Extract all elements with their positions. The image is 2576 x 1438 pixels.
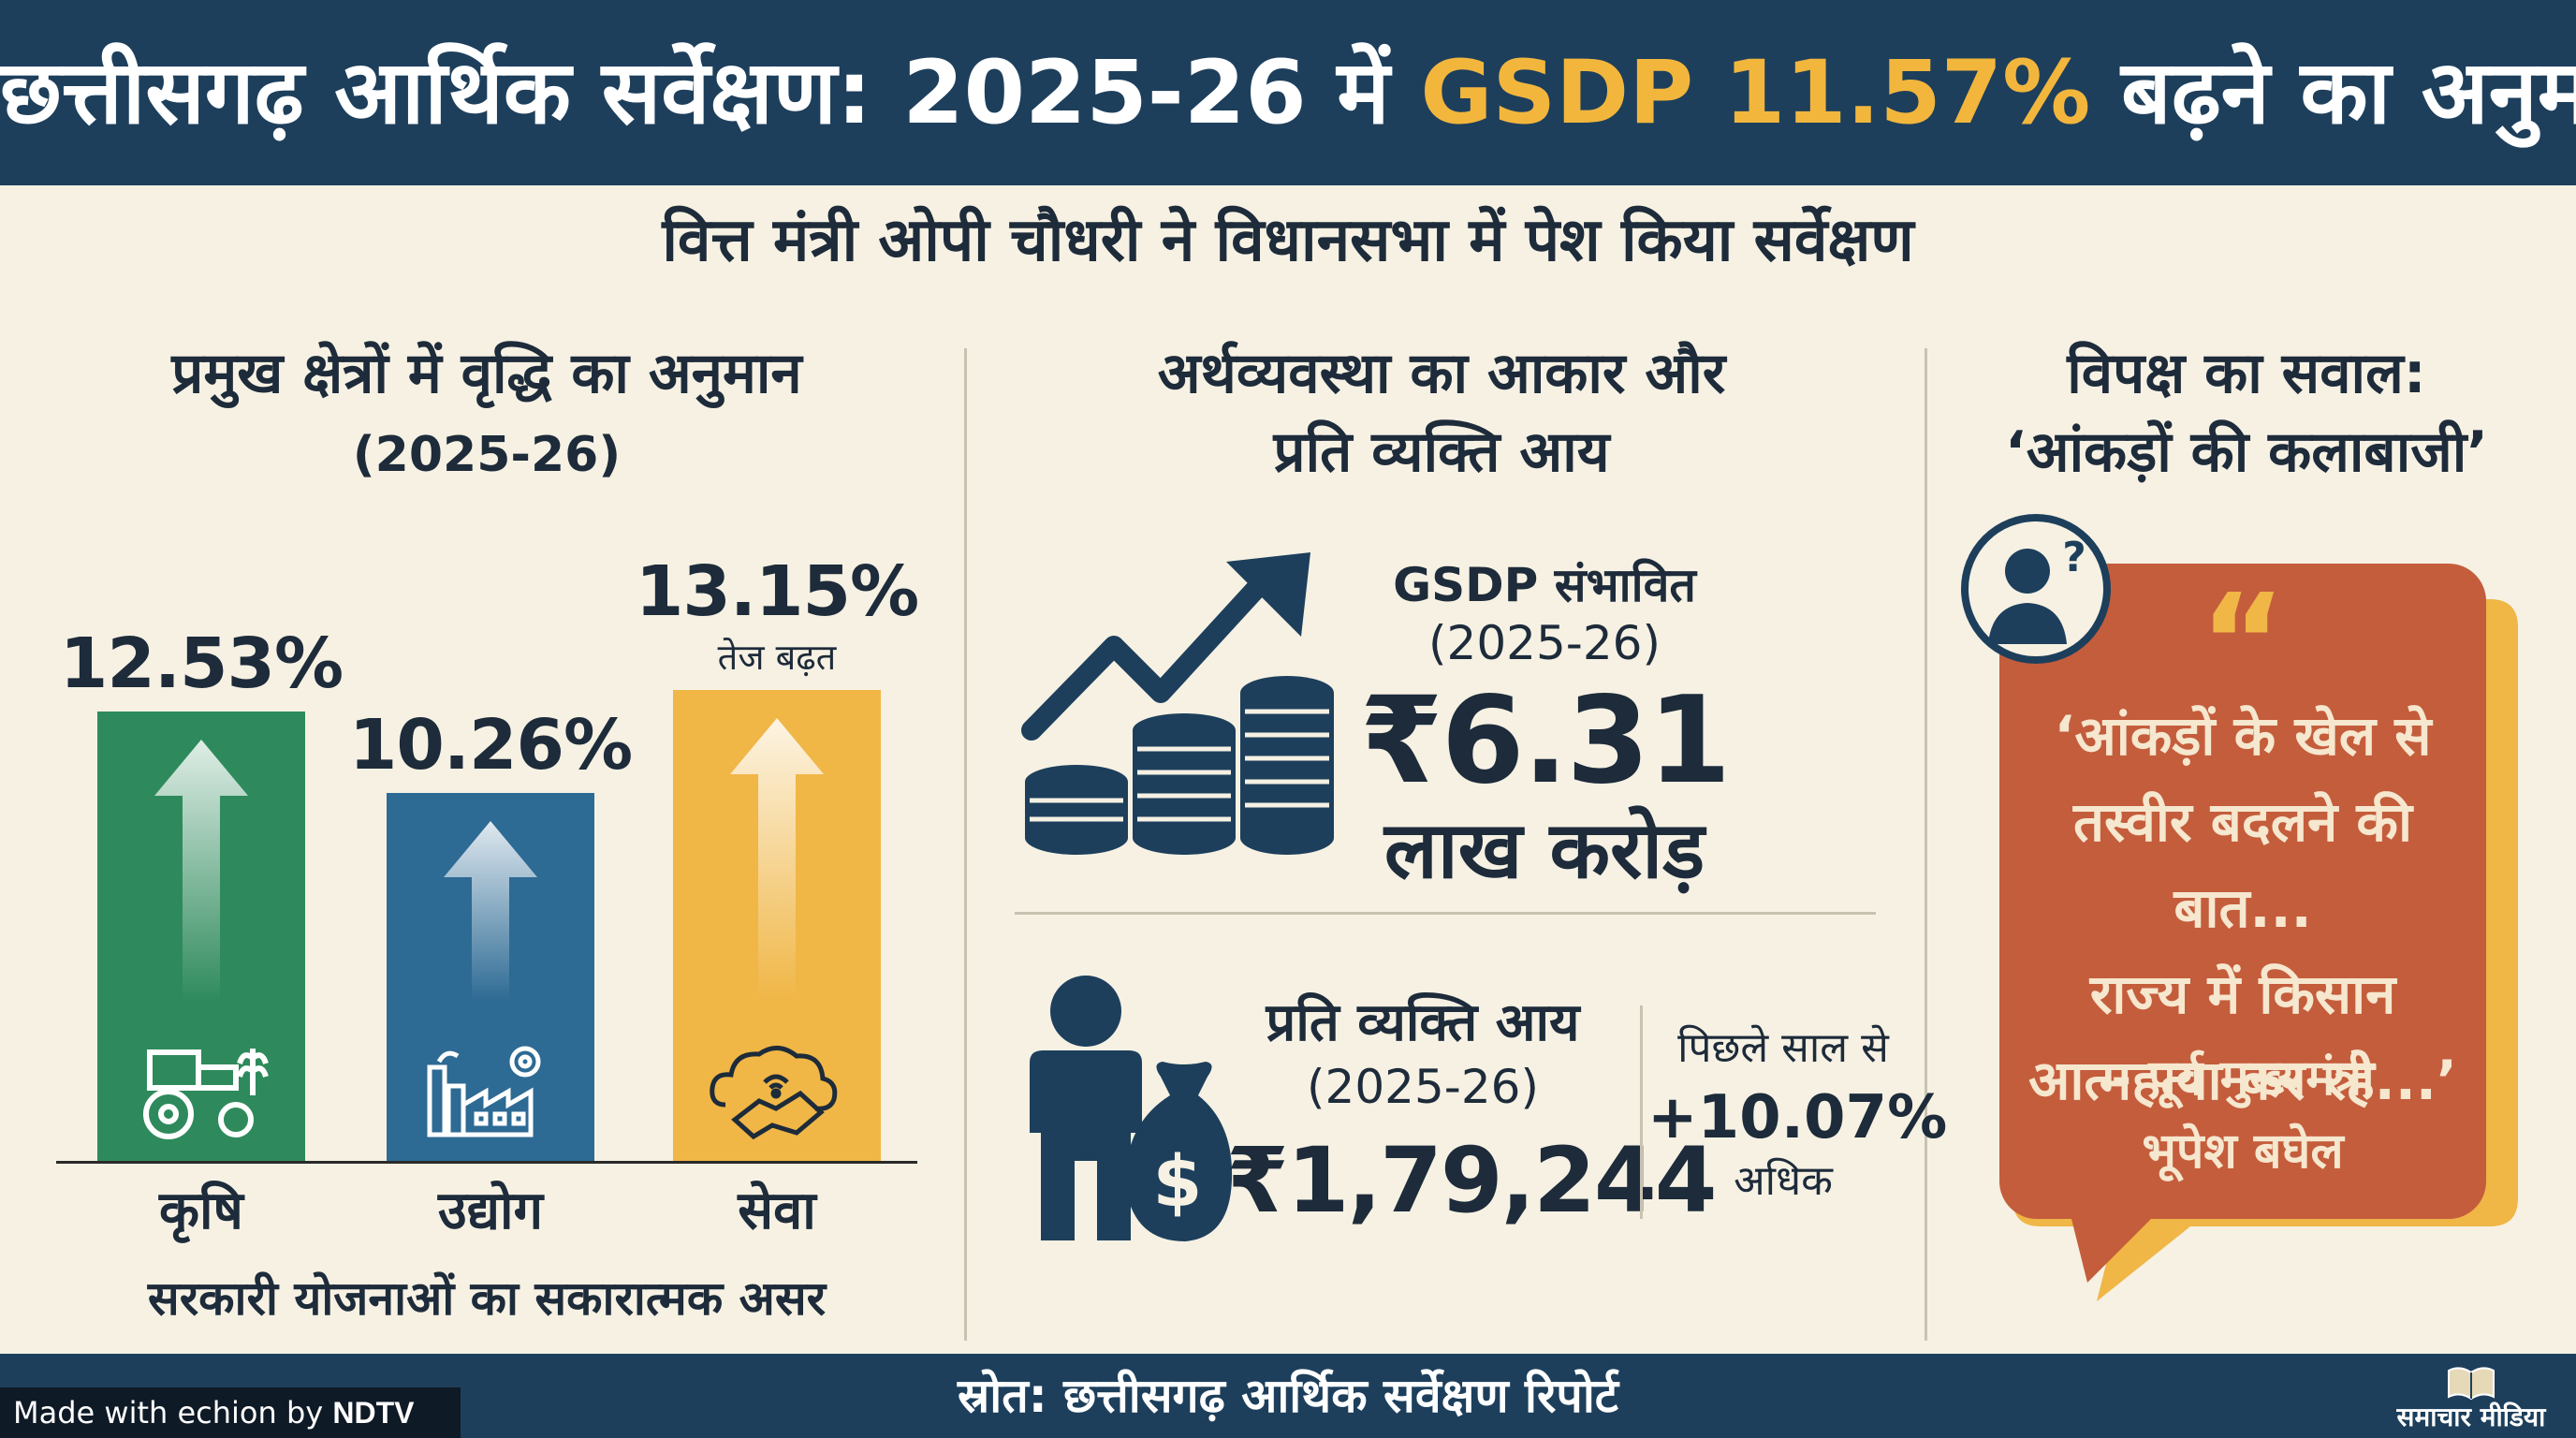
made-with-badge[interactable]: Made with echion by NDTV xyxy=(0,1387,461,1438)
made-with-by: by xyxy=(285,1395,324,1431)
category-label: सेवा xyxy=(738,1181,816,1241)
quote-text: ‘आंकड़ों के खेल से तस्वीर बदलने की बात..… xyxy=(1999,693,2486,1123)
bar-1 xyxy=(97,712,305,1161)
source-text: स्रोत: छत्तीसगढ़ आर्थिक सर्वेक्षण रिपोर्… xyxy=(958,1369,1618,1423)
middle-heading-line2: प्रति व्यक्ति आय xyxy=(1273,419,1610,485)
quote-attribution-name: भूपेश बघेल xyxy=(2142,1123,2344,1180)
sector-growth-chart: 12.53% कृषि 10.26% उद्योग 13.15% तेज बढ़त सेवा xyxy=(0,487,964,1255)
title-highlight: GSDP 11.57% xyxy=(1420,42,2091,144)
pci-value: ₹1,79,244 xyxy=(1226,1128,1718,1233)
middle-divider xyxy=(1015,912,1876,915)
bar-value-label: 10.26% xyxy=(348,705,633,785)
divider-right xyxy=(1925,348,1927,1341)
right-heading-line2: ‘आंकड़ों की कलाबाजी’ xyxy=(2004,419,2489,485)
bar-annotation: तेज बढ़त xyxy=(717,637,837,678)
quote-bubble-tail xyxy=(2069,1208,2162,1283)
gsdp-value: ₹6.31 xyxy=(1359,671,1732,811)
growth-coins-icon xyxy=(1021,552,1334,855)
made-with-tool: echion xyxy=(177,1395,277,1431)
pci-divider xyxy=(1640,1005,1643,1219)
divider-left xyxy=(964,348,967,1341)
title-part-1: छत्तीसगढ़ आर्थिक सर्वेक्षण: 2025-26 में xyxy=(0,42,1421,144)
bar-value-label: 12.53% xyxy=(59,624,344,704)
quote-bubble xyxy=(1999,564,2486,1219)
quote-line: तस्वीर बदलने की बात... xyxy=(2073,790,2412,940)
title-part-2: बढ़ने का अनुमान xyxy=(2121,42,2576,144)
thinking-person-icon: ? xyxy=(1961,514,2111,664)
brand-text: समाचार मीडिया xyxy=(2396,1401,2546,1432)
made-with-prefix: Made with xyxy=(13,1395,168,1431)
gsdp-year: (2025-26) xyxy=(1428,616,1661,670)
chart-baseline xyxy=(56,1161,917,1164)
person-money-bag-icon: $ xyxy=(1030,976,1233,1241)
book-logo-icon xyxy=(2448,1367,2495,1401)
pci-year: (2025-26) xyxy=(1307,1060,1539,1114)
quote-mark: “ xyxy=(2199,566,2286,719)
right-heading-line1: विपक्ष का सवाल: xyxy=(2067,341,2426,406)
page-title: छत्तीसगढ़ आर्थिक सर्वेक्षण: 2025-26 में … xyxy=(0,37,2576,150)
bar-2 xyxy=(387,793,594,1161)
quote-line: आत्महत्या कर रहे...’ xyxy=(2028,1049,2457,1112)
bar-arrow-icon xyxy=(444,821,537,1002)
left-footer-note: सरकारी योजनाओं का सकारात्मक असर xyxy=(147,1271,827,1326)
factory-icon xyxy=(427,1046,541,1137)
handshake-cloud-icon xyxy=(710,1046,838,1140)
middle-heading-line1: अर्थव्यवस्था का आकार और xyxy=(1157,341,1726,406)
bar-3 xyxy=(673,690,881,1161)
quote-attribution-role: - पूर्व मुख्यमंत्री xyxy=(2111,1050,2375,1107)
category-label: उद्योग xyxy=(438,1181,543,1241)
quote-line: ‘आंकड़ों के खेल से xyxy=(2054,704,2432,768)
subtitle: वित्त मंत्री ओपी चौधरी ने विधानसभा में प… xyxy=(662,206,1914,275)
left-year: (2025-26) xyxy=(352,427,622,483)
bar-arrow-icon xyxy=(154,740,248,1002)
svg-text:?: ? xyxy=(2062,534,2086,581)
growth-suffix: अधिक xyxy=(1734,1157,1833,1205)
made-with-brand: NDTV xyxy=(332,1396,415,1430)
growth-prefix: पिछले साल से xyxy=(1677,1024,1889,1072)
quote-line: राज्य में किसान xyxy=(2089,962,2396,1026)
gsdp-label: GSDP संभावित xyxy=(1393,558,1696,612)
tractor-icon xyxy=(143,1049,269,1139)
pci-label: प्रति व्यक्ति आय xyxy=(1266,992,1580,1053)
left-heading: प्रमुख क्षेत्रों में वृद्धि का अनुमान xyxy=(171,341,802,406)
bar-value-label: 13.15% xyxy=(635,551,919,632)
svg-text:$: $ xyxy=(1153,1139,1203,1223)
gsdp-unit: लाख करोड़ xyxy=(1383,804,1705,896)
bar-arrow-icon xyxy=(730,718,824,1002)
header-bar xyxy=(0,0,2576,185)
category-label: कृषि xyxy=(159,1181,243,1241)
growth-value: +10.07% xyxy=(1647,1083,1948,1152)
